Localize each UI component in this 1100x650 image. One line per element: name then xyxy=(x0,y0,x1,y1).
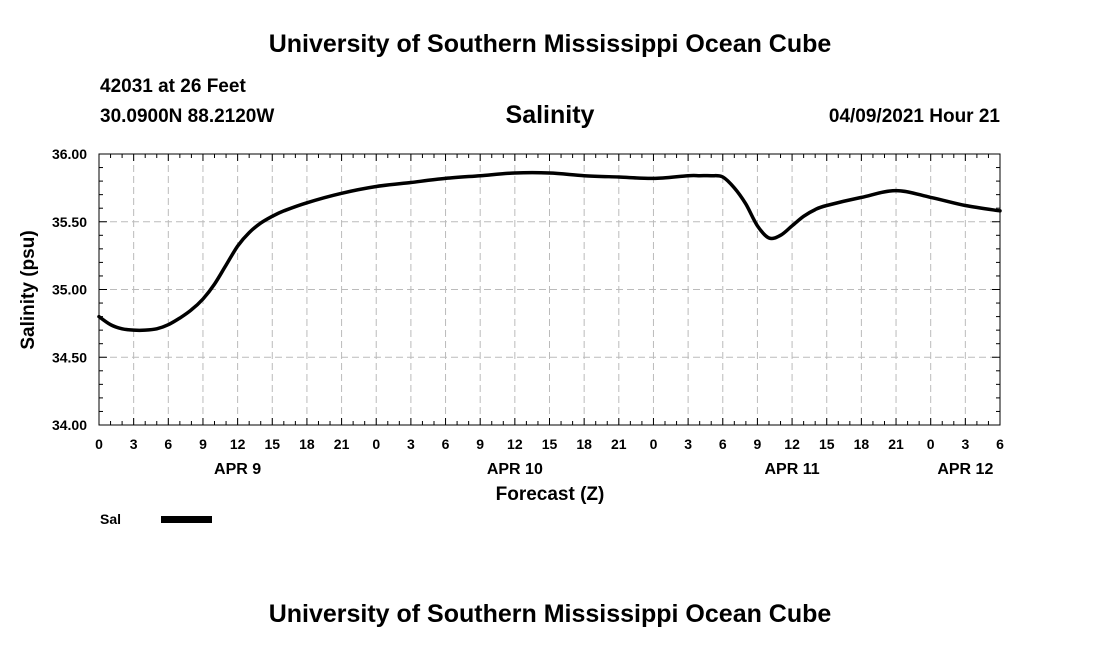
chart-title: Salinity xyxy=(505,101,595,129)
x-tick-label: 3 xyxy=(407,436,415,452)
grid xyxy=(99,154,1000,425)
x-tick-label: 3 xyxy=(130,436,138,452)
day-label: APR 9 xyxy=(214,461,261,478)
series-line-sal xyxy=(97,170,1002,333)
x-tick-label: 6 xyxy=(442,436,450,452)
x-tick-label: 9 xyxy=(199,436,207,452)
station-label: 42031 at 26 Feet xyxy=(100,76,246,97)
page-title: University of Southern Mississippi Ocean… xyxy=(268,30,832,58)
x-tick-label: 9 xyxy=(476,436,484,452)
x-tick-label: 18 xyxy=(854,436,870,452)
x-tick-label: 15 xyxy=(264,436,280,452)
x-tick-label: 6 xyxy=(996,436,1004,452)
x-tick-label: 15 xyxy=(819,436,835,452)
x-tick-label: 6 xyxy=(719,436,727,452)
datetime-label: 04/09/2021 Hour 21 xyxy=(828,106,1000,127)
legend-label: Sal xyxy=(100,511,121,527)
axis-labels: 0 3 6 9 12 15 18 21 0 3 6 9 12 15 18 21 0 3 6 9 12 15 18 21 0 3 6A… xyxy=(52,146,1004,478)
y-tick-label: 34.50 xyxy=(52,349,87,365)
x-tick-label: 3 xyxy=(684,436,692,452)
x-tick-label: 15 xyxy=(542,436,558,452)
x-tick-label: 0 xyxy=(372,436,380,452)
plot-frame xyxy=(98,153,1001,426)
x-tick-label: 18 xyxy=(576,436,592,452)
x-tick-label: 0 xyxy=(927,436,935,452)
x-tick-label: 6 xyxy=(164,436,172,452)
y-axis-label: Salinity (psu) xyxy=(18,230,39,349)
legend-swatch xyxy=(161,516,212,523)
x-tick-label: 12 xyxy=(784,436,800,452)
y-tick-label: 35.50 xyxy=(52,214,87,230)
x-tick-label: 21 xyxy=(611,436,627,452)
x-tick-label: 18 xyxy=(299,436,315,452)
x-tick-label: 0 xyxy=(95,436,103,452)
day-label: APR 12 xyxy=(937,461,993,478)
x-tick-label: 21 xyxy=(888,436,904,452)
y-tick-label: 35.00 xyxy=(52,282,87,298)
axis-ticks xyxy=(98,153,1001,426)
x-tick-label: 0 xyxy=(650,436,658,452)
y-tick-label: 36.00 xyxy=(52,146,87,162)
day-label: APR 11 xyxy=(765,461,820,478)
legend: Sal xyxy=(100,511,212,527)
x-tick-label: 9 xyxy=(754,436,762,452)
day-label: APR 10 xyxy=(487,461,543,478)
x-tick-label: 12 xyxy=(507,436,523,452)
y-tick-label: 34.00 xyxy=(52,417,87,433)
x-axis-label: Forecast (Z) xyxy=(496,484,605,505)
x-tick-label: 21 xyxy=(334,436,350,452)
x-tick-label: 3 xyxy=(961,436,969,452)
x-tick-label: 12 xyxy=(230,436,246,452)
location-label: 30.0900N 88.2120W xyxy=(100,106,275,127)
footer-title: University of Southern Mississippi Ocean… xyxy=(268,600,832,628)
